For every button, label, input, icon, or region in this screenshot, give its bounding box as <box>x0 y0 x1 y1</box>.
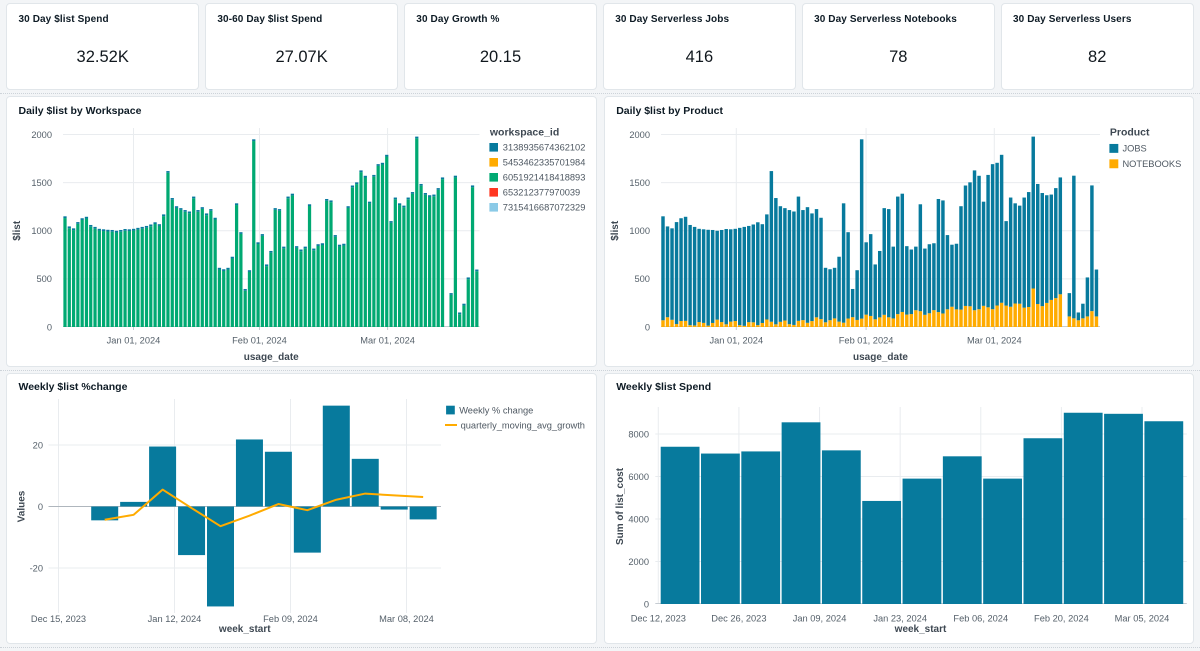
svg-text:1000: 1000 <box>31 226 52 236</box>
svg-text:2000: 2000 <box>628 556 649 566</box>
svg-text:653212377970039: 653212377970039 <box>503 188 580 198</box>
svg-text:workspace_id: workspace_id <box>489 128 559 139</box>
svg-text:0: 0 <box>644 599 649 609</box>
svg-text:$list: $list <box>610 220 621 241</box>
svg-text:Feb 01, 2024: Feb 01, 2024 <box>838 336 893 346</box>
svg-text:0: 0 <box>47 322 52 332</box>
svg-text:JOBS: JOBS <box>1122 144 1146 154</box>
svg-text:Feb 20, 2024: Feb 20, 2024 <box>1034 613 1089 623</box>
svg-text:8000: 8000 <box>628 429 649 439</box>
svg-text:1500: 1500 <box>31 178 52 188</box>
svg-text:Dec 15, 2023: Dec 15, 2023 <box>31 613 86 623</box>
svg-text:6051921418418893: 6051921418418893 <box>503 173 586 183</box>
svg-text:usage_date: usage_date <box>853 352 908 363</box>
svg-text:4000: 4000 <box>628 514 649 524</box>
svg-text:Weekly % change: Weekly % change <box>459 405 533 415</box>
svg-text:Mar 01, 2024: Mar 01, 2024 <box>360 336 415 346</box>
svg-text:-20: -20 <box>30 563 43 573</box>
svg-text:week_start: week_start <box>218 623 271 634</box>
svg-text:Dec 12, 2023: Dec 12, 2023 <box>630 613 685 623</box>
svg-text:Dec 26, 2023: Dec 26, 2023 <box>711 613 766 623</box>
svg-text:Jan 12, 2024: Jan 12, 2024 <box>148 613 202 623</box>
svg-text:5453462335701984: 5453462335701984 <box>503 158 586 168</box>
svg-text:Jan 09, 2024: Jan 09, 2024 <box>792 613 846 623</box>
svg-text:Values: Values <box>16 490 27 522</box>
svg-text:quarterly_moving_avg_growth: quarterly_moving_avg_growth <box>461 420 585 430</box>
svg-text:Sum of list_cost: Sum of list_cost <box>615 467 626 545</box>
svg-text:1000: 1000 <box>629 226 650 236</box>
svg-text:$list: $list <box>12 220 23 241</box>
svg-text:Jan 01, 2024: Jan 01, 2024 <box>107 336 161 346</box>
svg-text:3138935674362102: 3138935674362102 <box>503 143 586 153</box>
svg-text:1500: 1500 <box>629 178 650 188</box>
svg-text:0: 0 <box>38 501 43 511</box>
svg-text:Product: Product <box>1110 128 1150 139</box>
svg-text:Jan 01, 2024: Jan 01, 2024 <box>709 336 763 346</box>
svg-text:week_start: week_start <box>893 623 946 634</box>
svg-text:Mar 01, 2024: Mar 01, 2024 <box>967 336 1022 346</box>
svg-text:500: 500 <box>36 274 52 284</box>
svg-text:Feb 01, 2024: Feb 01, 2024 <box>232 336 287 346</box>
svg-text:NOTEBOOKS: NOTEBOOKS <box>1122 159 1181 169</box>
svg-text:20: 20 <box>33 440 43 450</box>
svg-text:500: 500 <box>634 274 650 284</box>
svg-text:6000: 6000 <box>628 471 649 481</box>
svg-text:0: 0 <box>645 322 650 332</box>
svg-text:Feb 09, 2024: Feb 09, 2024 <box>263 613 318 623</box>
svg-text:2000: 2000 <box>31 130 52 140</box>
svg-text:Mar 08, 2024: Mar 08, 2024 <box>379 613 434 623</box>
svg-text:Feb 06, 2024: Feb 06, 2024 <box>953 613 1008 623</box>
svg-text:Mar 05, 2024: Mar 05, 2024 <box>1114 613 1169 623</box>
svg-text:7315416687072329: 7315416687072329 <box>503 203 586 213</box>
svg-text:2000: 2000 <box>629 130 650 140</box>
svg-text:Jan 23, 2024: Jan 23, 2024 <box>873 613 927 623</box>
svg-text:usage_date: usage_date <box>244 352 299 363</box>
